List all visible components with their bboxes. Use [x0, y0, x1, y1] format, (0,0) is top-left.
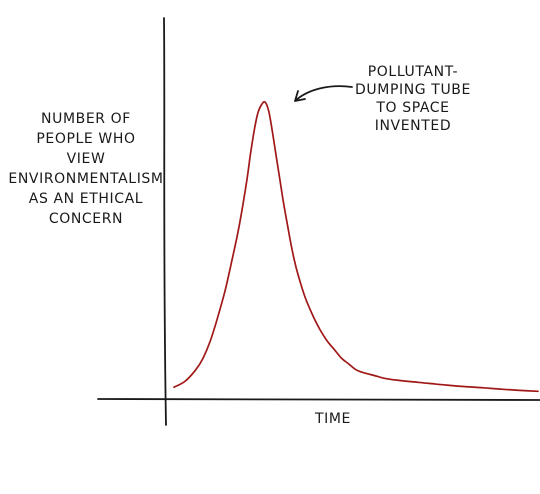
y-axis-label-line: AS AN ETHICAL [29, 191, 143, 207]
y-axis-label-line: ENVIRONMENTALISM [8, 171, 163, 187]
y-axis-label-line: VIEW [67, 151, 106, 167]
x-axis [97, 398, 540, 402]
y-axis-label-line: NUMBER OF [41, 111, 131, 127]
peak-annotation: POLLUTANT- DUMPING TUBE TO SPACE INVENTE… [355, 64, 471, 134]
annotation-line: INVENTED [375, 118, 451, 134]
annotation-arrow [294, 85, 353, 102]
y-axis-label-line: CONCERN [49, 211, 123, 227]
y-axis [163, 17, 167, 426]
series-line [173, 100, 539, 393]
x-axis-label: TIME [314, 411, 351, 427]
y-axis-label-line: PEOPLE WHO [36, 131, 135, 147]
y-axis-label: NUMBER OF PEOPLE WHO VIEW ENVIRONMENTALI… [8, 111, 163, 227]
annotation-line: DUMPING TUBE [355, 82, 471, 98]
annotation-line: TO SPACE [375, 100, 449, 116]
annotation-line: POLLUTANT- [368, 64, 458, 80]
